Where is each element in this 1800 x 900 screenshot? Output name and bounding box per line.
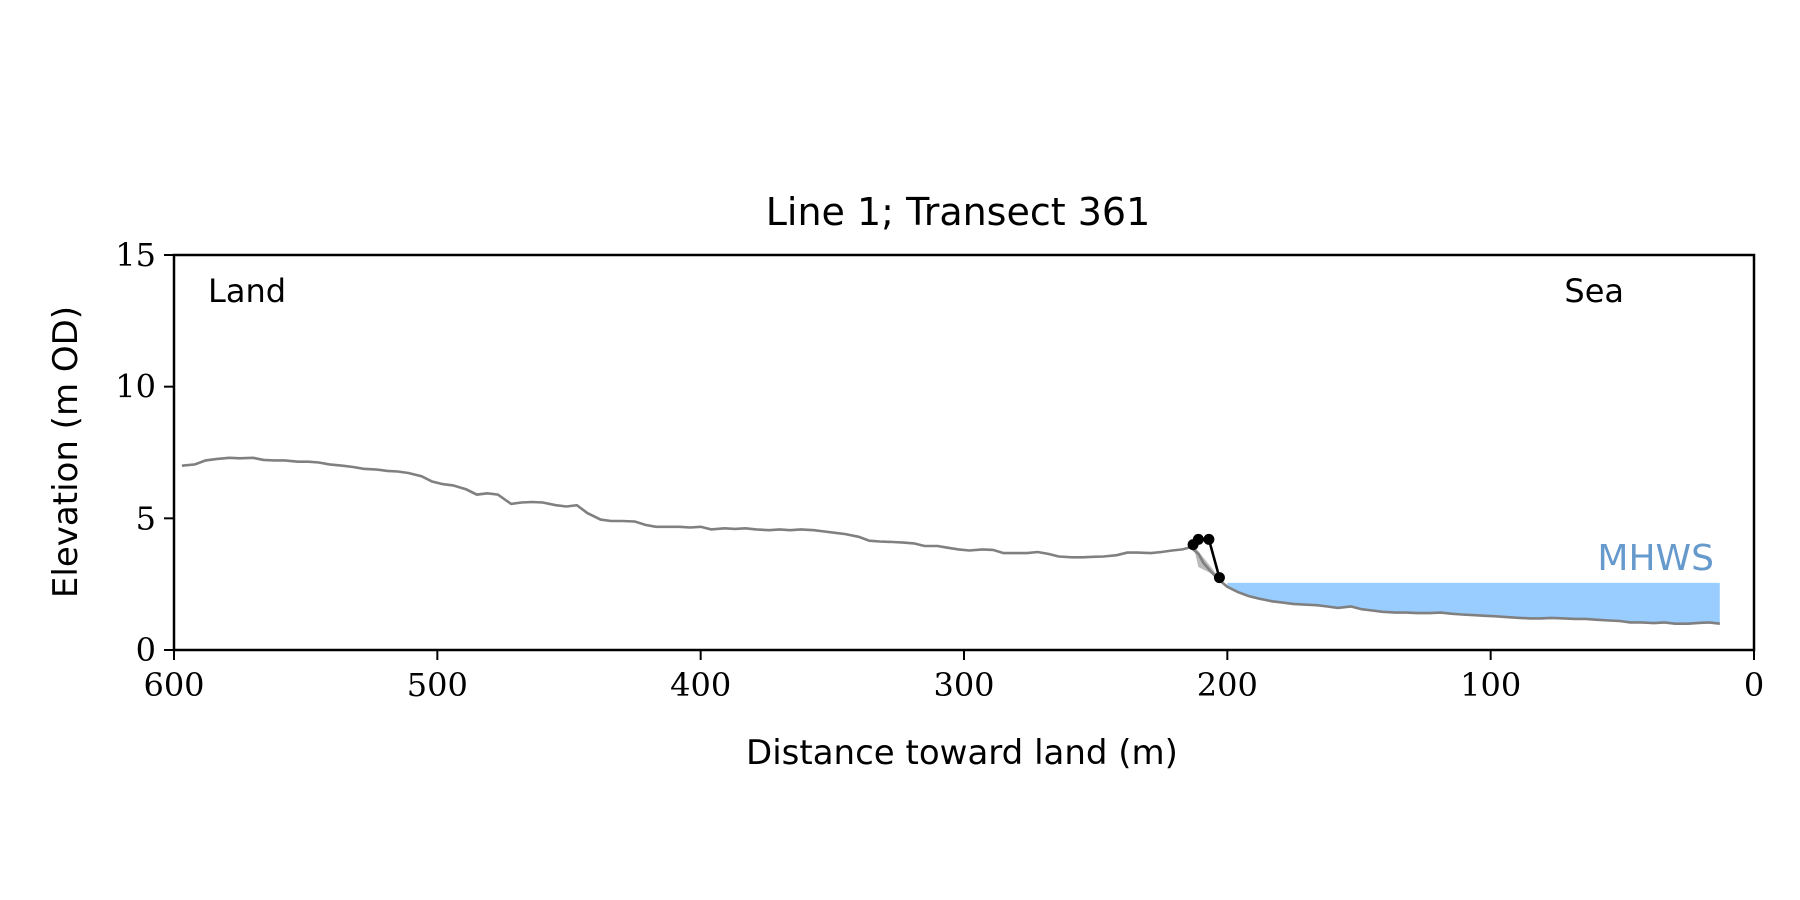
x-tick-label: 500: [407, 666, 468, 704]
profile-line: [181, 456, 1720, 625]
x-axis-label: Distance toward land (m): [746, 733, 1178, 773]
x-tick-label: 300: [933, 666, 994, 704]
x-tick-label: 0: [1744, 666, 1764, 704]
land-label: Land: [208, 272, 286, 310]
y-tick-label: 15: [115, 236, 156, 274]
y-axis: 0 5 10 15: [115, 236, 174, 669]
y-tick-label: 10: [115, 368, 156, 406]
mhws-label: MHWS: [1597, 538, 1714, 579]
x-tick-label: 600: [143, 666, 204, 704]
chart-title: Line 1; Transect 361: [766, 190, 1151, 234]
x-axis: 600 500 400 300 200 100 0: [143, 650, 1764, 704]
x-tick-label: 400: [670, 666, 731, 704]
x-tick-label: 100: [1460, 666, 1521, 704]
dune-point: [1192, 533, 1204, 545]
y-tick-label: 0: [136, 631, 156, 669]
mhws-fill: [1227, 582, 1720, 624]
dune-point: [1213, 572, 1225, 584]
dune-shading: [1193, 544, 1220, 578]
y-tick-label: 5: [136, 499, 156, 537]
sea-label: Sea: [1564, 272, 1624, 310]
plot-area: [181, 456, 1720, 625]
dune-point: [1203, 533, 1215, 545]
x-tick-label: 200: [1197, 666, 1258, 704]
y-axis-label: Elevation (m OD): [46, 306, 86, 598]
